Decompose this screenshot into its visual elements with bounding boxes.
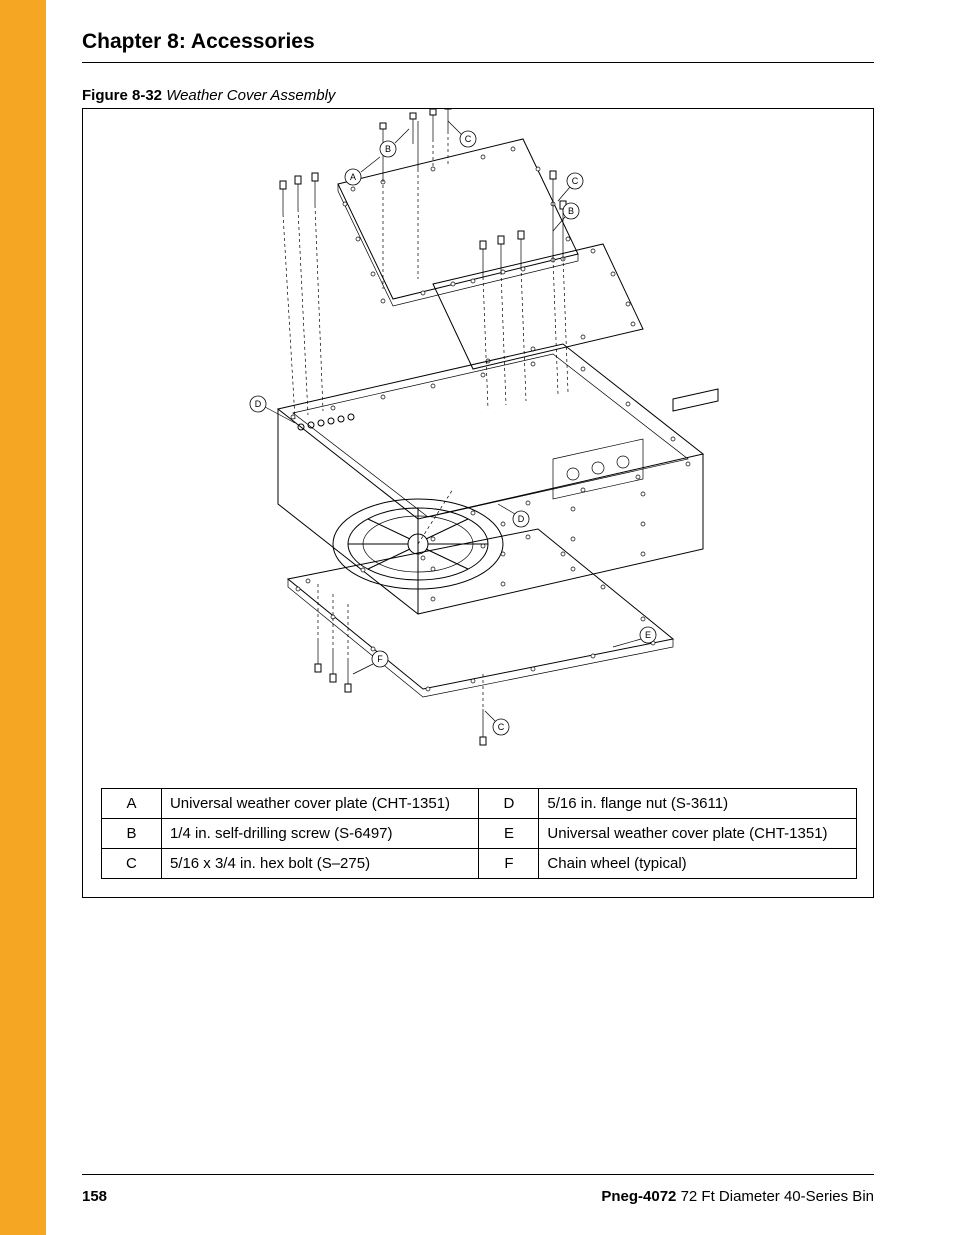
- doc-title: 72 Ft Diameter 40-Series Bin: [681, 1188, 874, 1205]
- part-key: F: [479, 849, 539, 879]
- diagram: A B C C B: [83, 109, 875, 754]
- chapter-title: Chapter 8: Accessories: [82, 30, 874, 63]
- part-key: A: [102, 789, 162, 819]
- callout-b-right: B: [568, 206, 574, 216]
- part-desc: Chain wheel (typical): [539, 849, 857, 879]
- page-number: 158: [82, 1188, 107, 1205]
- content-area: Chapter 8: Accessories Figure 8-32 Weath…: [82, 30, 874, 898]
- part-key: D: [479, 789, 539, 819]
- callout-c-right: C: [572, 176, 579, 186]
- callout-d-mid: D: [518, 514, 525, 524]
- part-desc: 5/16 x 3/4 in. hex bolt (S–275): [161, 849, 479, 879]
- part-key: B: [102, 819, 162, 849]
- callout-c-bottom: C: [498, 722, 505, 732]
- part-desc: Universal weather cover plate (CHT-1351): [161, 789, 479, 819]
- part-key: E: [479, 819, 539, 849]
- footer-rule: [82, 1174, 874, 1175]
- doc-id: Pneg-4072: [601, 1188, 676, 1205]
- table-row: B 1/4 in. self-drilling screw (S-6497) E…: [102, 819, 857, 849]
- part-desc: 5/16 in. flange nut (S-3611): [539, 789, 857, 819]
- part-key: C: [102, 849, 162, 879]
- accent-bar: [0, 0, 46, 1235]
- table-row: C 5/16 x 3/4 in. hex bolt (S–275) F Chai…: [102, 849, 857, 879]
- part-desc: Universal weather cover plate (CHT-1351): [539, 819, 857, 849]
- page: Chapter 8: Accessories Figure 8-32 Weath…: [0, 0, 954, 1235]
- callout-f: F: [377, 654, 383, 664]
- table-row: A Universal weather cover plate (CHT-135…: [102, 789, 857, 819]
- figure-label: Figure 8-32: [82, 87, 162, 104]
- callout-b-top: B: [385, 144, 391, 154]
- callout-c-top: C: [465, 134, 472, 144]
- footer: 158 Pneg-4072 72 Ft Diameter 40-Series B…: [82, 1188, 874, 1205]
- part-desc: 1/4 in. self-drilling screw (S-6497): [161, 819, 479, 849]
- callout-a: A: [350, 172, 356, 182]
- callout-d-left: D: [255, 399, 262, 409]
- parts-table: A Universal weather cover plate (CHT-135…: [101, 788, 857, 879]
- figure-title: Weather Cover Assembly: [166, 87, 335, 104]
- figure-box: A B C C B: [82, 108, 874, 898]
- doc-ref: Pneg-4072 72 Ft Diameter 40-Series Bin: [601, 1188, 874, 1205]
- figure-caption: Figure 8-32 Weather Cover Assembly: [82, 87, 874, 104]
- callout-e: E: [645, 630, 651, 640]
